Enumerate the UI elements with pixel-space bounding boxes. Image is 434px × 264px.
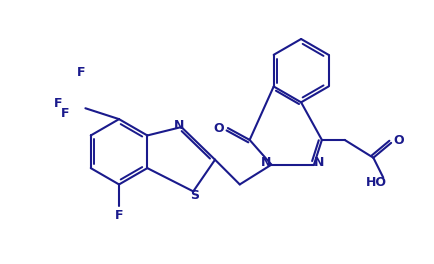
Text: F: F [77, 66, 85, 79]
Text: O: O [213, 121, 224, 135]
Text: HO: HO [365, 176, 386, 189]
Text: F: F [53, 97, 62, 110]
Text: S: S [189, 189, 198, 202]
Text: F: F [60, 107, 69, 120]
Text: N: N [261, 156, 271, 169]
Text: N: N [174, 119, 184, 131]
Text: N: N [313, 156, 323, 169]
Text: F: F [115, 209, 123, 221]
Text: O: O [393, 134, 404, 147]
